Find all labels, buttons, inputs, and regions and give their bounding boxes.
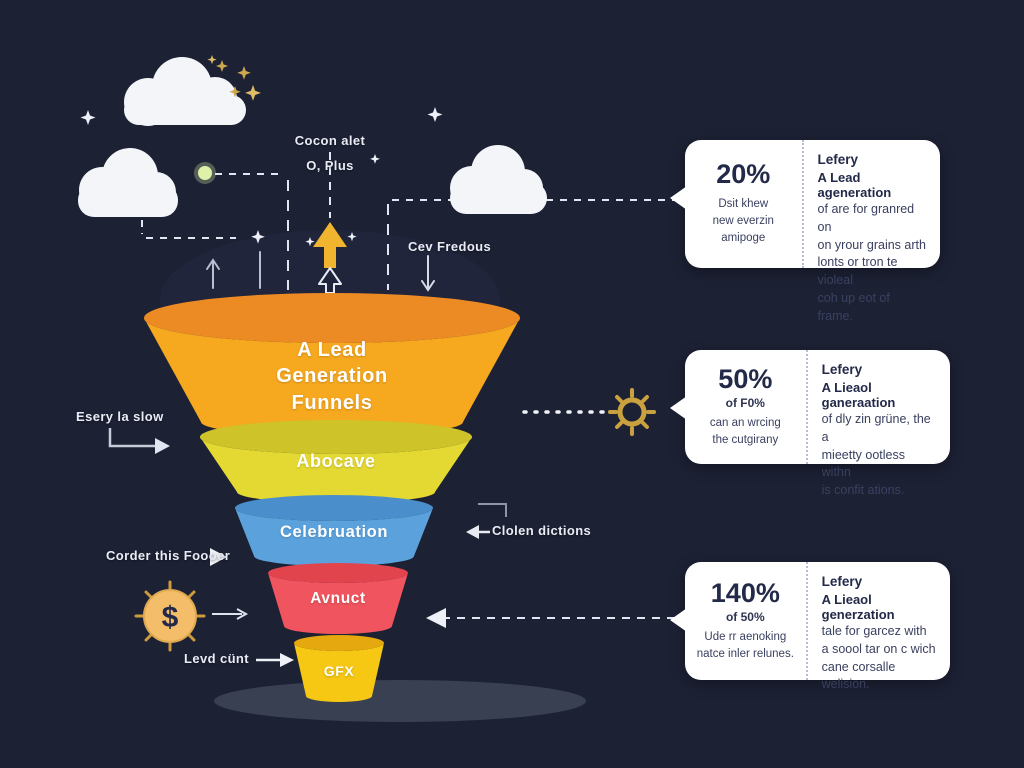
callout-box-1: 20% Dsit khew new everzin amipoge Lefery… (670, 140, 940, 323)
percent-sub: of F0% (725, 395, 765, 410)
callout-subtitle: A Lieaol generzation (821, 592, 895, 622)
up-arrow-icon (206, 258, 220, 270)
glow-dot-icon (198, 166, 212, 180)
cloud-icon (450, 145, 547, 214)
percent-value: 140% (710, 577, 780, 608)
funnel-stage-4 (268, 563, 408, 634)
callout-subtitle: A Lieaol ganeraation (821, 380, 896, 410)
stat-caption: Dsit khew new everzin amipoge (712, 197, 774, 245)
right-arrowhead-icon (280, 653, 294, 667)
callout-text: Lefery A Lieaol ganeraation of dly zin g… (805, 350, 950, 497)
callout-title: Lefery (821, 362, 863, 377)
elbow-arrow (478, 503, 507, 517)
stat-caption: Ude rr aenoking natce inler relunes. (696, 630, 794, 660)
outline-up-arrow-icon (318, 267, 342, 294)
callout-tail (670, 608, 687, 632)
cloud-icon (124, 57, 246, 126)
percent-sub: of 50% (725, 609, 765, 624)
callout-subtitle: A Lead ageneration (817, 170, 892, 200)
stage-4-label: Avnuct (310, 590, 366, 607)
callout-stat: 140% of 50% Ude rr aenoking natce inler … (685, 562, 806, 680)
slope-note: Esery la slow (76, 409, 164, 424)
stage-2-label: Abocave (296, 451, 376, 471)
stat-caption: can an wrcing the cutgirany (709, 416, 781, 446)
sparkle-icon (80, 110, 96, 125)
callout-box-2: 50% of F0% can an wrcing the cutgirany L… (670, 350, 950, 497)
sparkle-icon (251, 230, 265, 244)
dollar-symbol: $ (162, 601, 179, 634)
stage-1-label: A Lead Generation Funnels (276, 339, 388, 414)
callout-text: Lefery A Lead ageneration of are for gra… (801, 140, 940, 323)
callout-body: of dly zin grüne, the a mieetty ootless … (821, 412, 931, 497)
right-arrowhead-icon (155, 438, 170, 454)
callout-stat: 20% Dsit khew new everzin amipoge (685, 140, 802, 268)
sparkle-icon (305, 237, 315, 247)
funnel-stage-1 (144, 293, 520, 436)
sun-icon (608, 388, 656, 436)
directions-note: Clolen dictions (492, 523, 592, 538)
callout-title: Lefery (817, 152, 859, 167)
left-arrowhead-icon (426, 608, 446, 628)
down-arrow-icon (421, 280, 435, 292)
callout-title: Lefery (821, 574, 863, 589)
callout-box-3: 140% of 50% Ude rr aenoking natce inler … (670, 562, 950, 691)
callout-tail (670, 396, 687, 420)
order-note: Corder this Foooer (106, 548, 231, 563)
stage-3-label: Celebruation (279, 523, 389, 541)
elbow-arrow (108, 428, 156, 448)
stage-5-label: GFX (323, 663, 355, 679)
lead-note: Levd cünt (184, 651, 249, 666)
callout-body: of are for granred on on yrour grains ar… (817, 202, 926, 323)
right-arrowhead-icon (210, 548, 227, 566)
callout-stat: 50% of F0% can an wrcing the cutgirany (685, 350, 806, 464)
sparkle-icon (347, 232, 357, 242)
star-cluster-icon (207, 55, 261, 101)
right-arrow-icon (236, 608, 249, 620)
sparkle-icon (427, 107, 443, 122)
gold-up-arrow-icon (313, 222, 347, 268)
funnel-stage-3 (235, 495, 433, 566)
callout-body: tale for garcez with a soool tar on c wi… (821, 624, 936, 692)
cloud-note: Cev Fredous (408, 239, 492, 254)
funnel-stage-2 (200, 420, 472, 503)
sparkle-icon (370, 154, 380, 164)
cloud-icon (78, 148, 178, 217)
funnel-stage-5 (294, 635, 384, 702)
funnel-shadow (214, 680, 586, 722)
callout-text: Lefery A Lieaol generzation tale for gar… (805, 562, 950, 691)
left-arrowhead-icon (466, 525, 479, 539)
top-note: Cocon alet O, Plus (294, 133, 366, 173)
callout-tail (670, 186, 687, 210)
percent-value: 50% (718, 363, 773, 394)
percent-value: 20% (716, 159, 771, 190)
dollar-coin-icon: $ (134, 580, 206, 652)
